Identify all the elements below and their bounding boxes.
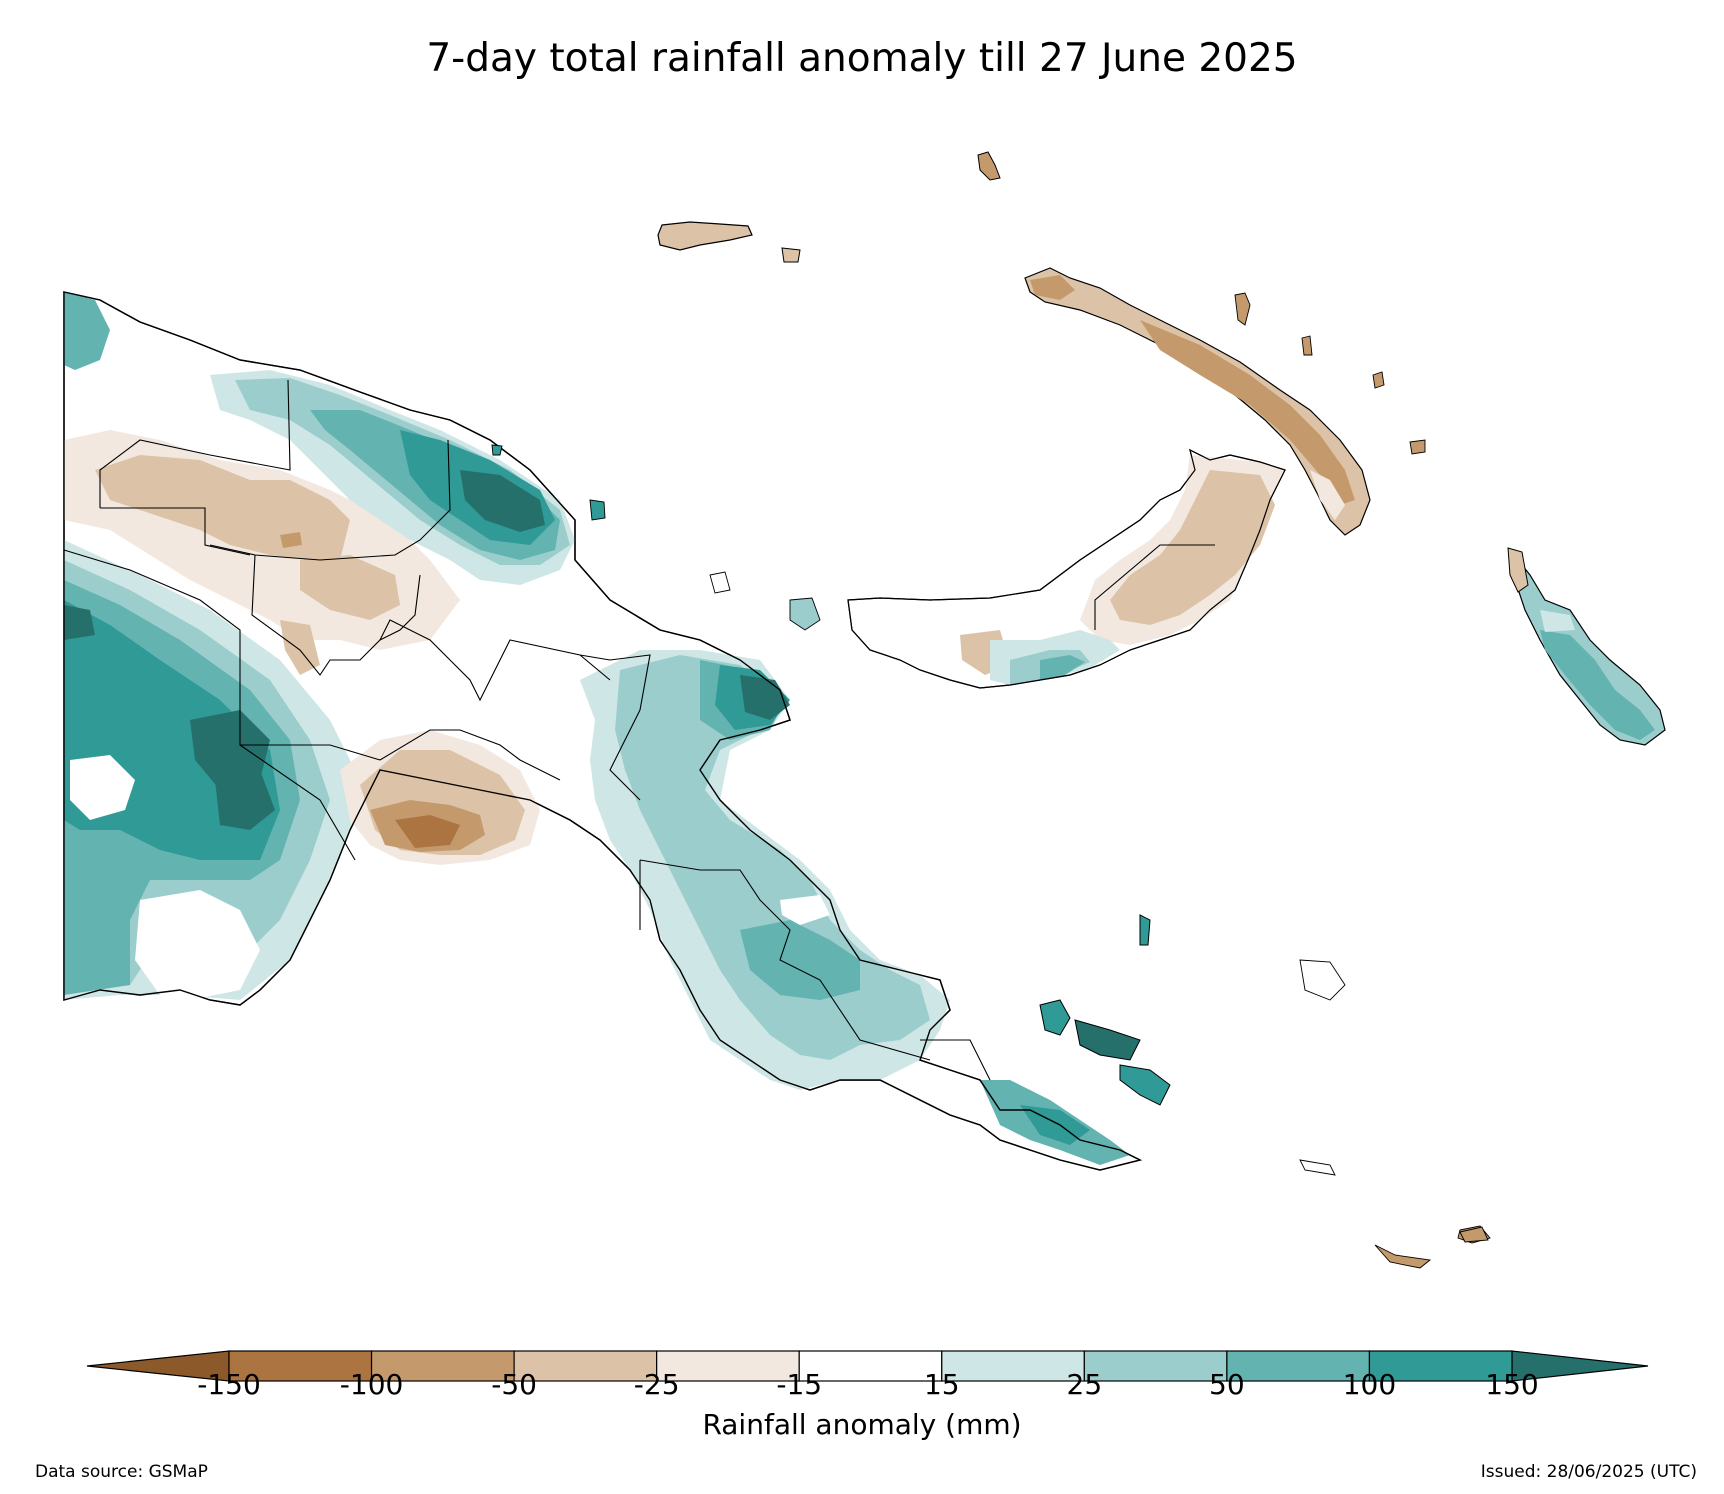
colorbar-tick-label: -100 xyxy=(339,1368,404,1401)
teal-west-darkest-a xyxy=(190,710,270,790)
colorbar xyxy=(86,1350,1649,1382)
teal-north-darkest xyxy=(460,470,545,532)
manus-east xyxy=(781,247,801,263)
teal-nw-corner xyxy=(64,292,110,370)
bougainville-light xyxy=(1540,610,1575,632)
issued-date: Issued: 28/06/2025 (UTC) xyxy=(1480,1462,1697,1482)
colorbar-band xyxy=(656,1350,800,1382)
colorbar-band xyxy=(1368,1350,1513,1382)
colorbar-band xyxy=(1083,1350,1228,1382)
colorbar-tick-label: 15 xyxy=(923,1368,960,1401)
manus-shape xyxy=(657,221,753,251)
colorbar-tick-label: 100 xyxy=(1342,1368,1397,1401)
new-ireland xyxy=(1024,267,1371,536)
colorbar-tick-label: -50 xyxy=(491,1368,537,1401)
dentrecasteaux-islands xyxy=(1039,914,1171,1106)
new-britain-teal-med xyxy=(1040,655,1085,680)
map-title: 7-day total rainfall anomaly till 27 Jun… xyxy=(426,36,1298,81)
colorbar-tick-label: 50 xyxy=(1209,1368,1245,1401)
mainland xyxy=(63,291,1143,1171)
new-britain-border xyxy=(1094,544,1215,630)
teal-west-darkest-c xyxy=(64,605,95,640)
bougainville xyxy=(1507,547,1666,746)
brown-north-dark xyxy=(280,532,302,548)
colorbar-tick-label: -15 xyxy=(776,1368,823,1401)
teal-west-darkest-b xyxy=(215,770,275,830)
teal-east-med-2 xyxy=(740,920,860,1000)
colorbar-band xyxy=(370,1350,515,1382)
brown-south-darker xyxy=(395,815,460,848)
small-brown-islands xyxy=(1234,292,1491,1269)
new-britain xyxy=(847,448,1286,689)
colorbar-band xyxy=(941,1350,1085,1382)
white-pocket-west xyxy=(70,755,135,820)
new-ireland-dark xyxy=(1030,275,1075,300)
colorbar-tick-label: 150 xyxy=(1485,1368,1539,1401)
manus-island xyxy=(657,221,801,263)
brown-north-mid-2 xyxy=(300,555,400,620)
mainland-outline-top xyxy=(63,291,1143,1171)
white-south xyxy=(135,890,260,998)
new-ireland-dark-2 xyxy=(1140,320,1355,505)
buka-brown xyxy=(1507,547,1529,593)
colorbar-band xyxy=(1226,1350,1371,1382)
colorbar-band xyxy=(513,1350,658,1382)
teal-east-darkest xyxy=(740,675,790,720)
brown-north-mid xyxy=(95,455,350,560)
data-source: Data source: GSMaP xyxy=(35,1462,208,1482)
colorbar-band xyxy=(228,1350,373,1382)
colorbar-band xyxy=(798,1350,943,1382)
new-britain-outline-top xyxy=(847,448,1286,689)
white-east-patch xyxy=(780,895,830,925)
new-britain-brown-mid xyxy=(1110,470,1275,625)
colorbar-label: Rainfall anomaly (mm) xyxy=(702,1408,1022,1441)
mussau-island xyxy=(977,151,1001,181)
bougainville-shape xyxy=(1509,547,1666,746)
colorbar-tick-label: -150 xyxy=(197,1368,261,1401)
colorbar-tick-label: 25 xyxy=(1066,1368,1103,1401)
brown-north-mid-3 xyxy=(280,620,320,675)
bougainville-med xyxy=(1540,630,1655,740)
colorbar-tick-label: -25 xyxy=(633,1368,680,1401)
province-borders xyxy=(63,379,991,1081)
new-ireland-light xyxy=(1310,470,1345,520)
other-islands xyxy=(491,444,1346,1176)
